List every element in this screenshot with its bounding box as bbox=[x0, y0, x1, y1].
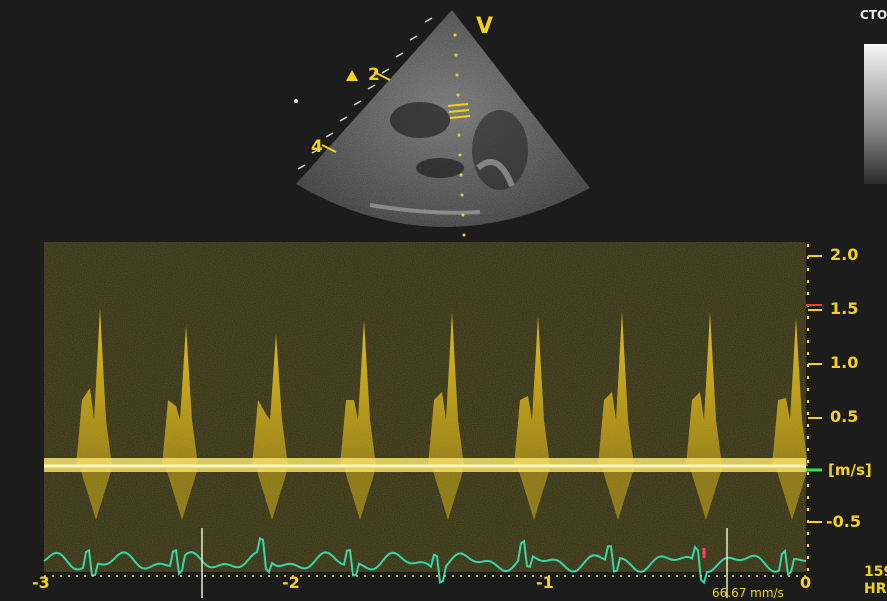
flow-negative bbox=[690, 468, 722, 520]
flow-peak bbox=[598, 312, 634, 466]
heart-rate-value: 159 bbox=[864, 564, 887, 580]
view-label: V bbox=[476, 14, 494, 39]
flow-peak bbox=[428, 312, 464, 466]
flow-peak bbox=[514, 316, 550, 466]
heart-rate-readout: 159 HR bbox=[864, 564, 887, 598]
orientation-marker-icon bbox=[346, 70, 358, 81]
marker-2: 2 bbox=[368, 65, 380, 85]
velocity-scale-ticks bbox=[808, 255, 822, 523]
sweep-speed: 66.67 mm/s bbox=[712, 586, 784, 600]
flow-peak bbox=[686, 312, 722, 466]
flow-negative bbox=[518, 468, 550, 520]
scale-unit-label: [m/s] bbox=[828, 461, 872, 479]
heart-rate-label: HR bbox=[864, 581, 887, 597]
flow-envelopes bbox=[76, 308, 808, 520]
time-tick-0: 0 bbox=[800, 573, 812, 592]
scale-label-1-5: 1.5 bbox=[830, 299, 859, 318]
flow-peak bbox=[76, 308, 112, 466]
scale-label-0-5: 0.5 bbox=[830, 407, 859, 426]
flow-negative bbox=[166, 468, 198, 520]
grayscale-bar bbox=[864, 44, 887, 184]
scale-label-1-0: 1.0 bbox=[830, 353, 859, 372]
flow-peak bbox=[162, 326, 198, 466]
flow-negative bbox=[602, 468, 634, 520]
scale-label-2-0: 2.0 bbox=[830, 245, 859, 264]
depth-ticks bbox=[297, 17, 433, 170]
flow-peak bbox=[772, 318, 808, 466]
flow-negative bbox=[432, 468, 464, 520]
marker-4: 4 bbox=[311, 137, 323, 157]
flow-negative bbox=[344, 468, 376, 520]
flow-peak bbox=[340, 320, 376, 466]
flow-negative bbox=[80, 468, 112, 520]
ecg-trace bbox=[43, 536, 807, 585]
doppler-cursor-line[interactable] bbox=[453, 33, 466, 237]
flow-peak bbox=[252, 334, 288, 466]
mode-label: CTO bbox=[860, 8, 887, 22]
scale-label-neg-0-5: -0.5 bbox=[826, 512, 861, 531]
sample-volume-gate[interactable] bbox=[447, 103, 471, 119]
focus-dot bbox=[294, 99, 298, 103]
flow-negative bbox=[776, 468, 808, 520]
flow-negative bbox=[256, 468, 288, 520]
time-tick-neg2: -2 bbox=[282, 573, 300, 592]
time-tick-neg1: -1 bbox=[536, 573, 554, 592]
time-tick-neg3: -3 bbox=[32, 573, 50, 592]
